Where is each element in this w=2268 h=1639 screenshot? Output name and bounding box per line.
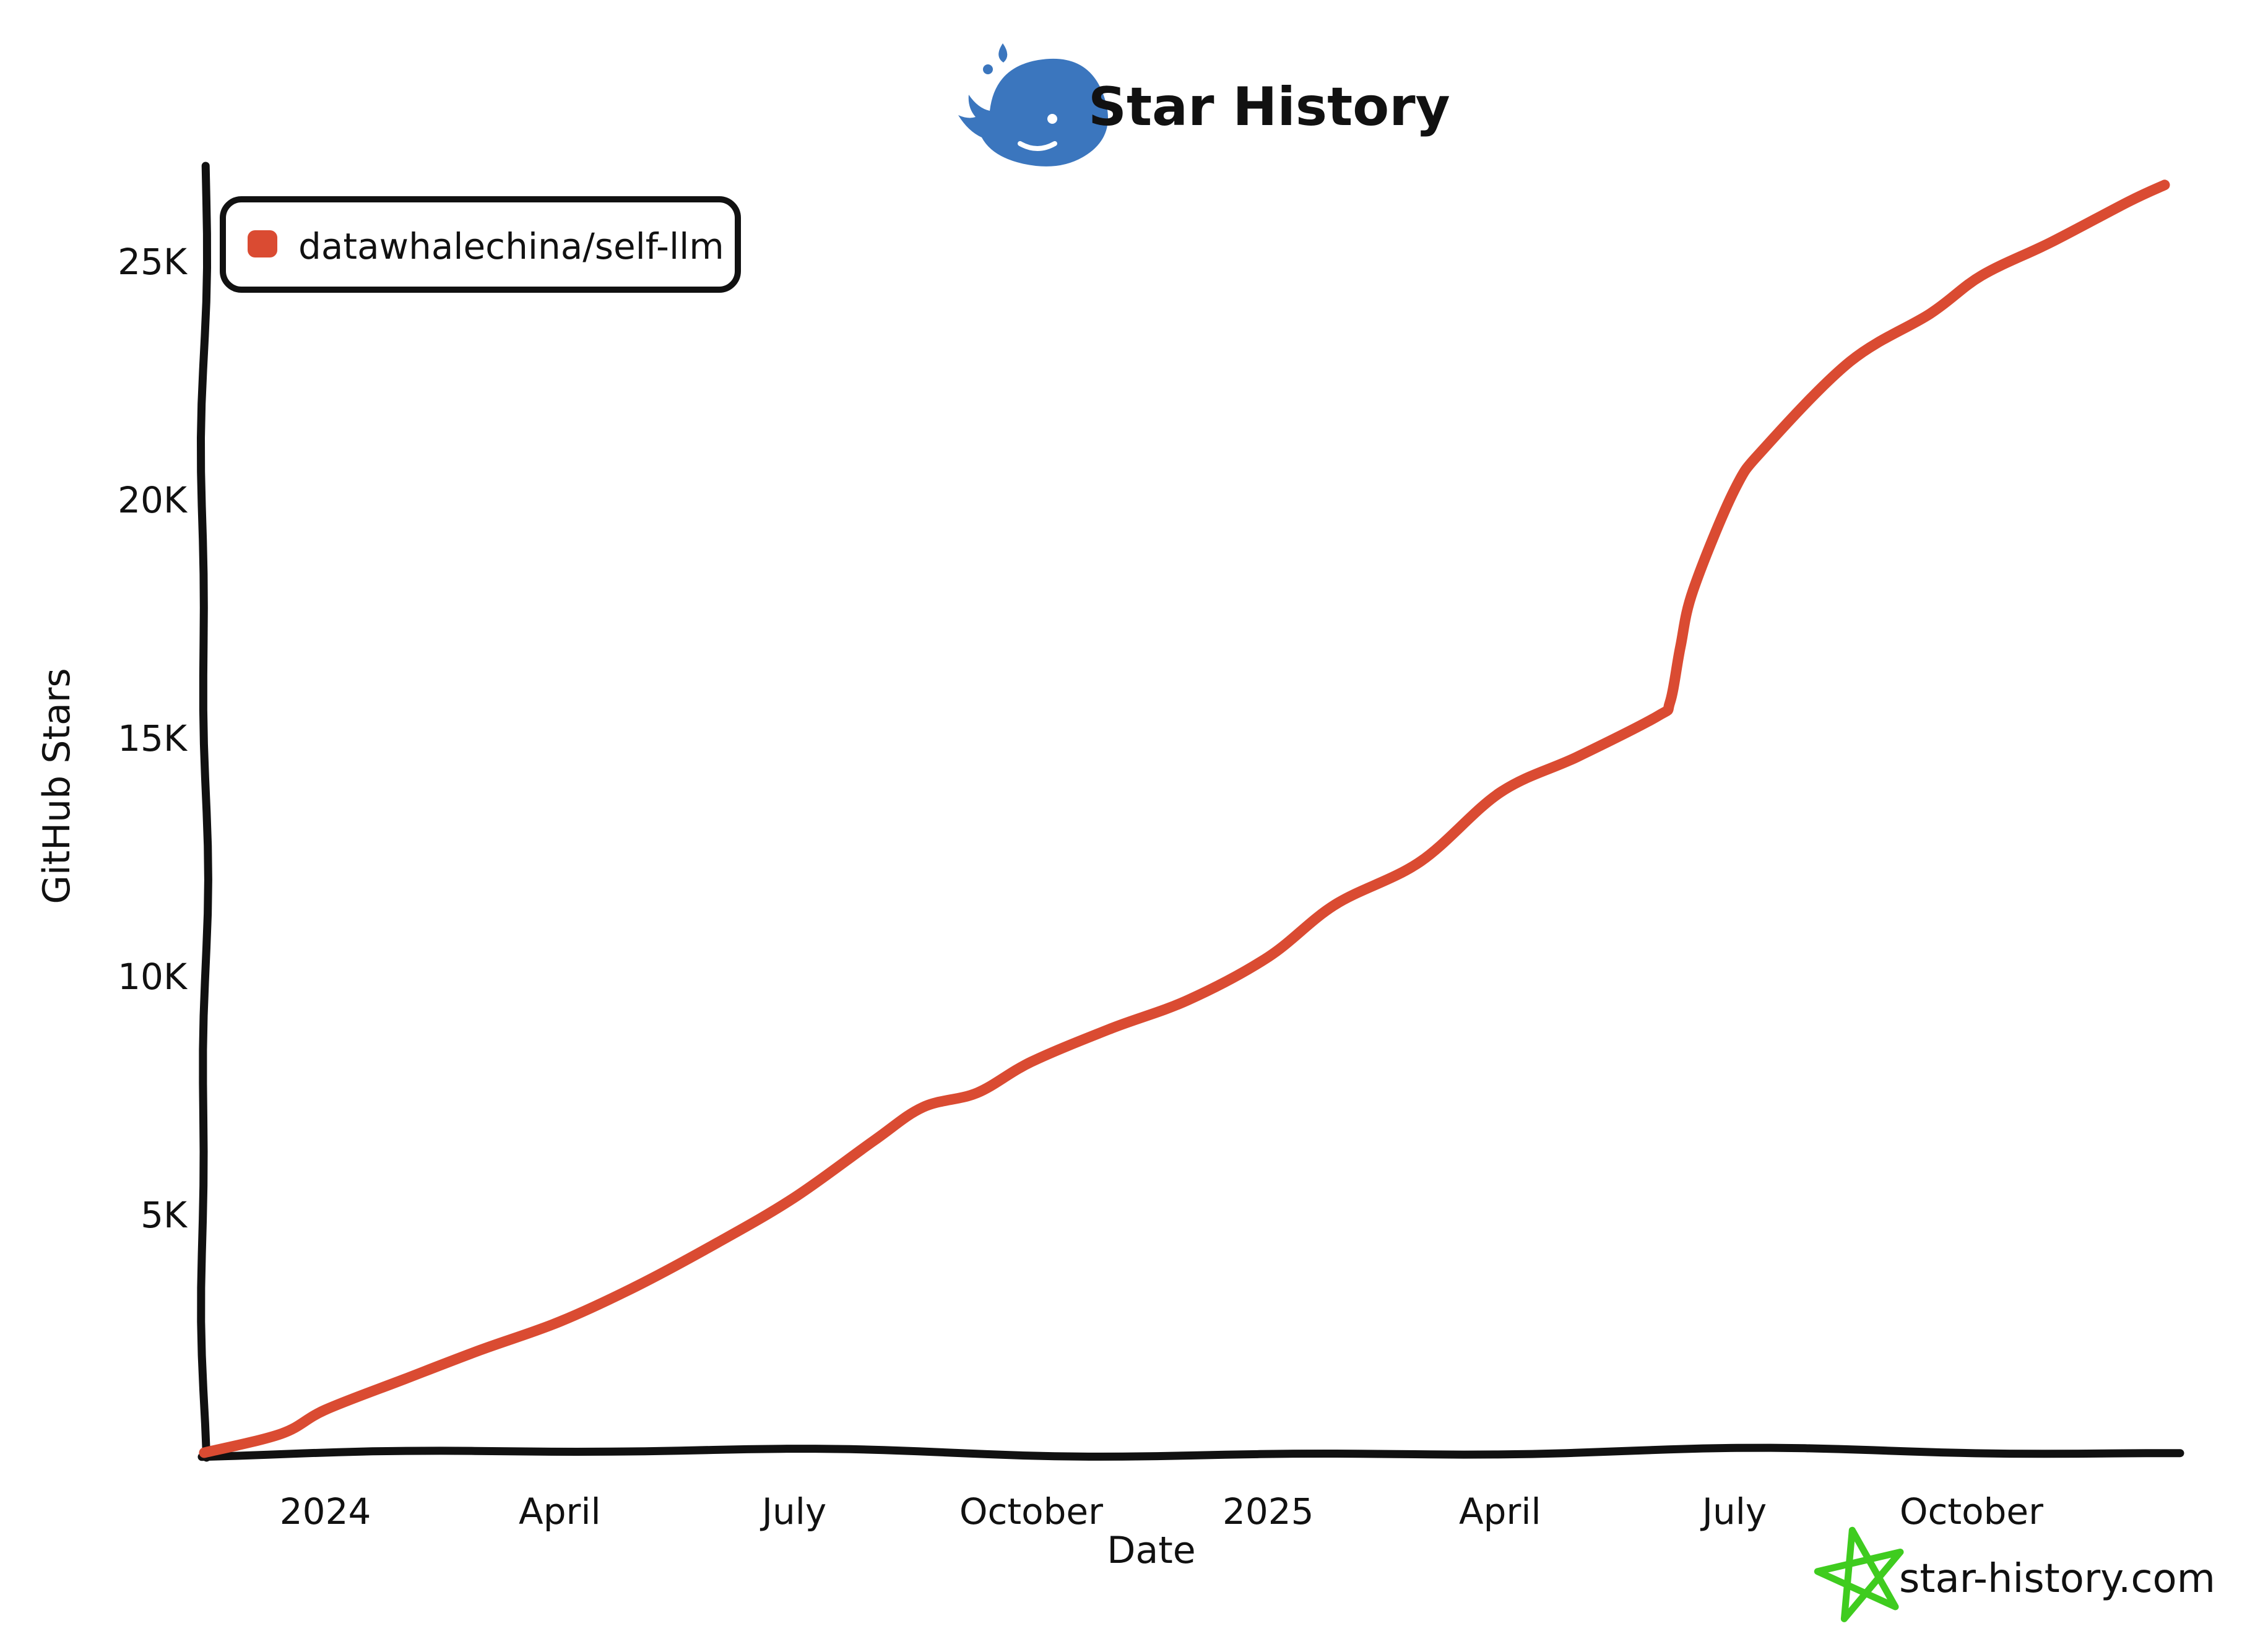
x-tick-label: October <box>959 1490 1103 1533</box>
x-tick-label: October <box>1900 1490 2043 1533</box>
x-axis-title: Date <box>1107 1529 1195 1572</box>
site-logo: star-history.com <box>1814 1526 2215 1622</box>
whale-spout-drop <box>998 43 1008 63</box>
y-tick-label: 10K <box>118 956 188 998</box>
y-tick-label: 5K <box>141 1194 188 1236</box>
legend: datawhalechina/self-llm <box>220 196 741 293</box>
y-tick-label: 20K <box>118 479 188 521</box>
x-axis-line <box>197 1443 2184 1461</box>
site-logo-text: star-history.com <box>1899 1556 2215 1602</box>
y-tick-label: 15K <box>118 717 188 759</box>
x-tick-label: July <box>760 1490 826 1533</box>
legend-label: datawhalechina/self-llm <box>298 225 724 267</box>
whale-eye <box>1047 114 1057 124</box>
whale-body <box>958 58 1108 166</box>
chart-title: Star History <box>958 43 1450 166</box>
plot-area: 25K 20K 15K 10K 5K 2024 April July October 2025 Ap… <box>118 162 2184 1533</box>
whale-spout-dot <box>983 64 993 74</box>
star-icon <box>1814 1526 1904 1622</box>
legend-box <box>220 196 741 293</box>
x-tick-label: 2025 <box>1223 1490 1314 1533</box>
whale-smile <box>1018 141 1057 151</box>
y-axis-line <box>196 162 212 1462</box>
x-tick-label: July <box>1700 1490 1767 1533</box>
legend-swatch <box>248 230 277 257</box>
y-axis-title: GitHub Stars <box>35 668 79 904</box>
x-tick-label: 2024 <box>280 1490 371 1533</box>
series-line-datawhalechina-self-llm <box>199 179 2170 1458</box>
whale-icon <box>958 43 1108 166</box>
x-tick-label: April <box>1459 1490 1541 1533</box>
x-tick-label: April <box>519 1490 601 1533</box>
y-tick-label: 25K <box>118 241 188 283</box>
chart-title-text: Star History <box>1088 76 1450 138</box>
